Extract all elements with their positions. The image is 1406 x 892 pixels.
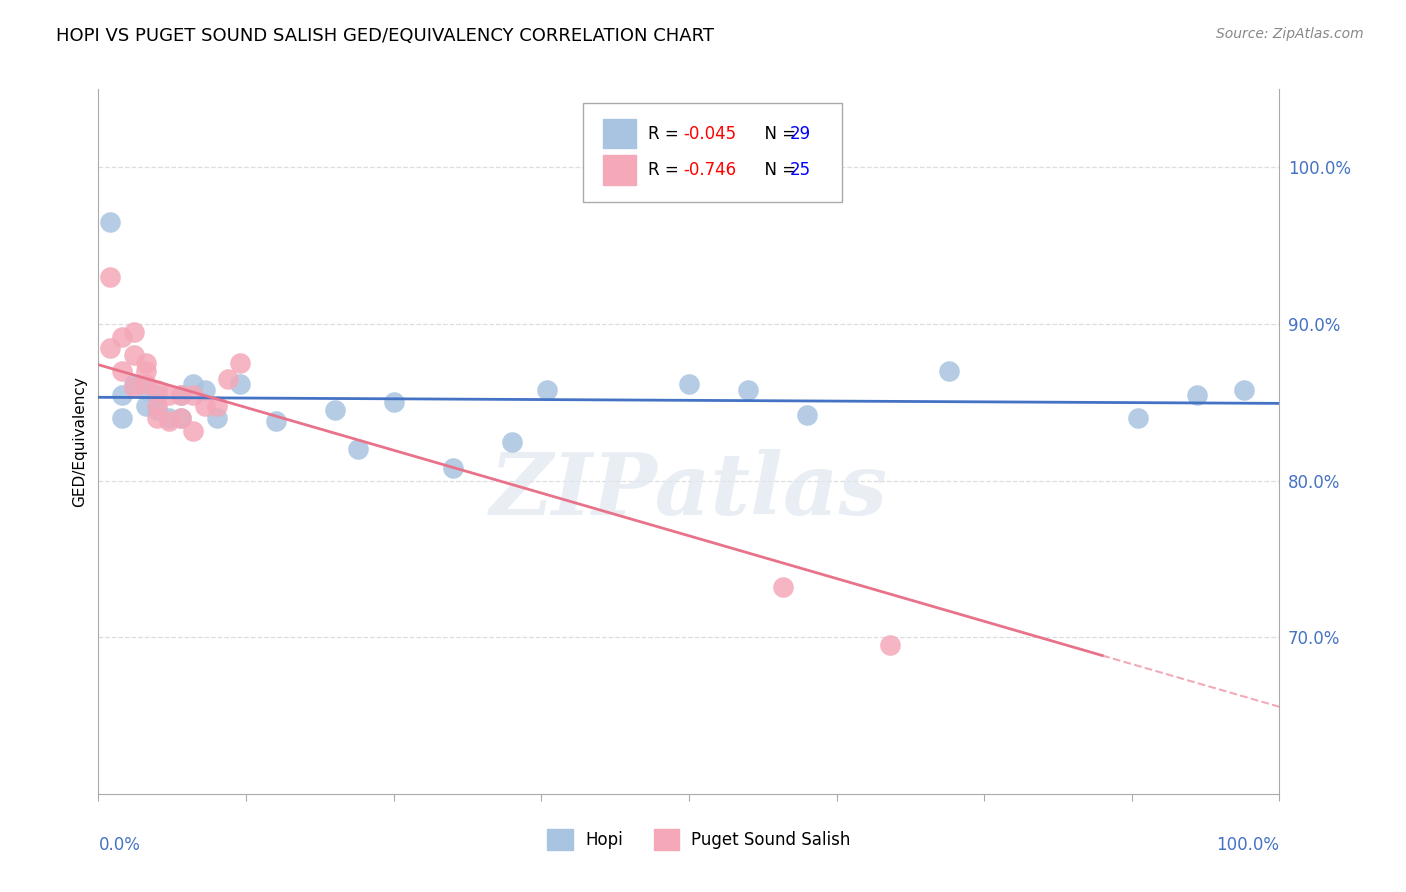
- FancyBboxPatch shape: [582, 103, 842, 202]
- Point: [135, 383, 157, 397]
- Point: [1126, 411, 1149, 425]
- Point: [181, 387, 204, 401]
- Text: -0.045: -0.045: [683, 125, 737, 143]
- Point: [135, 364, 157, 378]
- Point: [217, 372, 239, 386]
- Text: 0.0%: 0.0%: [98, 836, 141, 855]
- Point: [157, 387, 180, 401]
- Point: [229, 376, 252, 391]
- Point: [1233, 383, 1256, 397]
- Point: [146, 399, 169, 413]
- Point: [135, 376, 157, 391]
- Point: [146, 383, 169, 397]
- Text: Puget Sound Salish: Puget Sound Salish: [692, 830, 851, 848]
- Point: [111, 411, 134, 425]
- Y-axis label: GED/Equivalency: GED/Equivalency: [72, 376, 87, 507]
- Point: [323, 403, 346, 417]
- Point: [194, 383, 217, 397]
- Point: [772, 580, 794, 594]
- Bar: [547, 830, 574, 850]
- Bar: [654, 830, 679, 850]
- Point: [135, 399, 157, 413]
- Text: 100.0%: 100.0%: [1216, 836, 1279, 855]
- Point: [382, 395, 405, 409]
- Point: [170, 387, 193, 401]
- Point: [157, 414, 180, 428]
- Text: R =: R =: [648, 125, 683, 143]
- Point: [536, 383, 558, 397]
- Point: [146, 403, 169, 417]
- Point: [98, 341, 121, 355]
- Point: [796, 408, 818, 422]
- Point: [157, 411, 180, 425]
- Point: [122, 348, 145, 362]
- Point: [879, 638, 901, 652]
- Bar: [603, 119, 636, 148]
- Point: [1185, 387, 1208, 401]
- Point: [205, 399, 228, 413]
- Point: [98, 215, 121, 229]
- Point: [122, 380, 145, 394]
- Point: [111, 387, 134, 401]
- Text: -0.746: -0.746: [683, 161, 737, 179]
- Point: [146, 387, 169, 401]
- Text: Hopi: Hopi: [585, 830, 623, 848]
- Point: [264, 414, 287, 428]
- Point: [678, 376, 700, 391]
- Bar: [603, 155, 636, 185]
- Point: [205, 411, 228, 425]
- Text: N =: N =: [754, 125, 801, 143]
- Point: [181, 376, 204, 391]
- Text: 25: 25: [789, 161, 810, 179]
- Text: Source: ZipAtlas.com: Source: ZipAtlas.com: [1216, 27, 1364, 41]
- Point: [441, 461, 464, 475]
- Point: [229, 356, 252, 370]
- Point: [111, 364, 134, 378]
- Point: [194, 399, 217, 413]
- Text: HOPI VS PUGET SOUND SALISH GED/EQUIVALENCY CORRELATION CHART: HOPI VS PUGET SOUND SALISH GED/EQUIVALEN…: [56, 27, 714, 45]
- Text: R =: R =: [648, 161, 683, 179]
- Point: [938, 364, 960, 378]
- Point: [135, 356, 157, 370]
- Point: [181, 424, 204, 438]
- Point: [122, 376, 145, 391]
- Text: ZIPatlas: ZIPatlas: [489, 449, 889, 533]
- Point: [347, 442, 370, 457]
- Point: [98, 270, 121, 285]
- Point: [111, 329, 134, 343]
- Point: [122, 325, 145, 339]
- Point: [170, 411, 193, 425]
- Point: [501, 434, 523, 449]
- Point: [170, 387, 193, 401]
- Point: [170, 411, 193, 425]
- Text: 29: 29: [789, 125, 810, 143]
- Point: [737, 383, 759, 397]
- Text: N =: N =: [754, 161, 801, 179]
- Point: [146, 411, 169, 425]
